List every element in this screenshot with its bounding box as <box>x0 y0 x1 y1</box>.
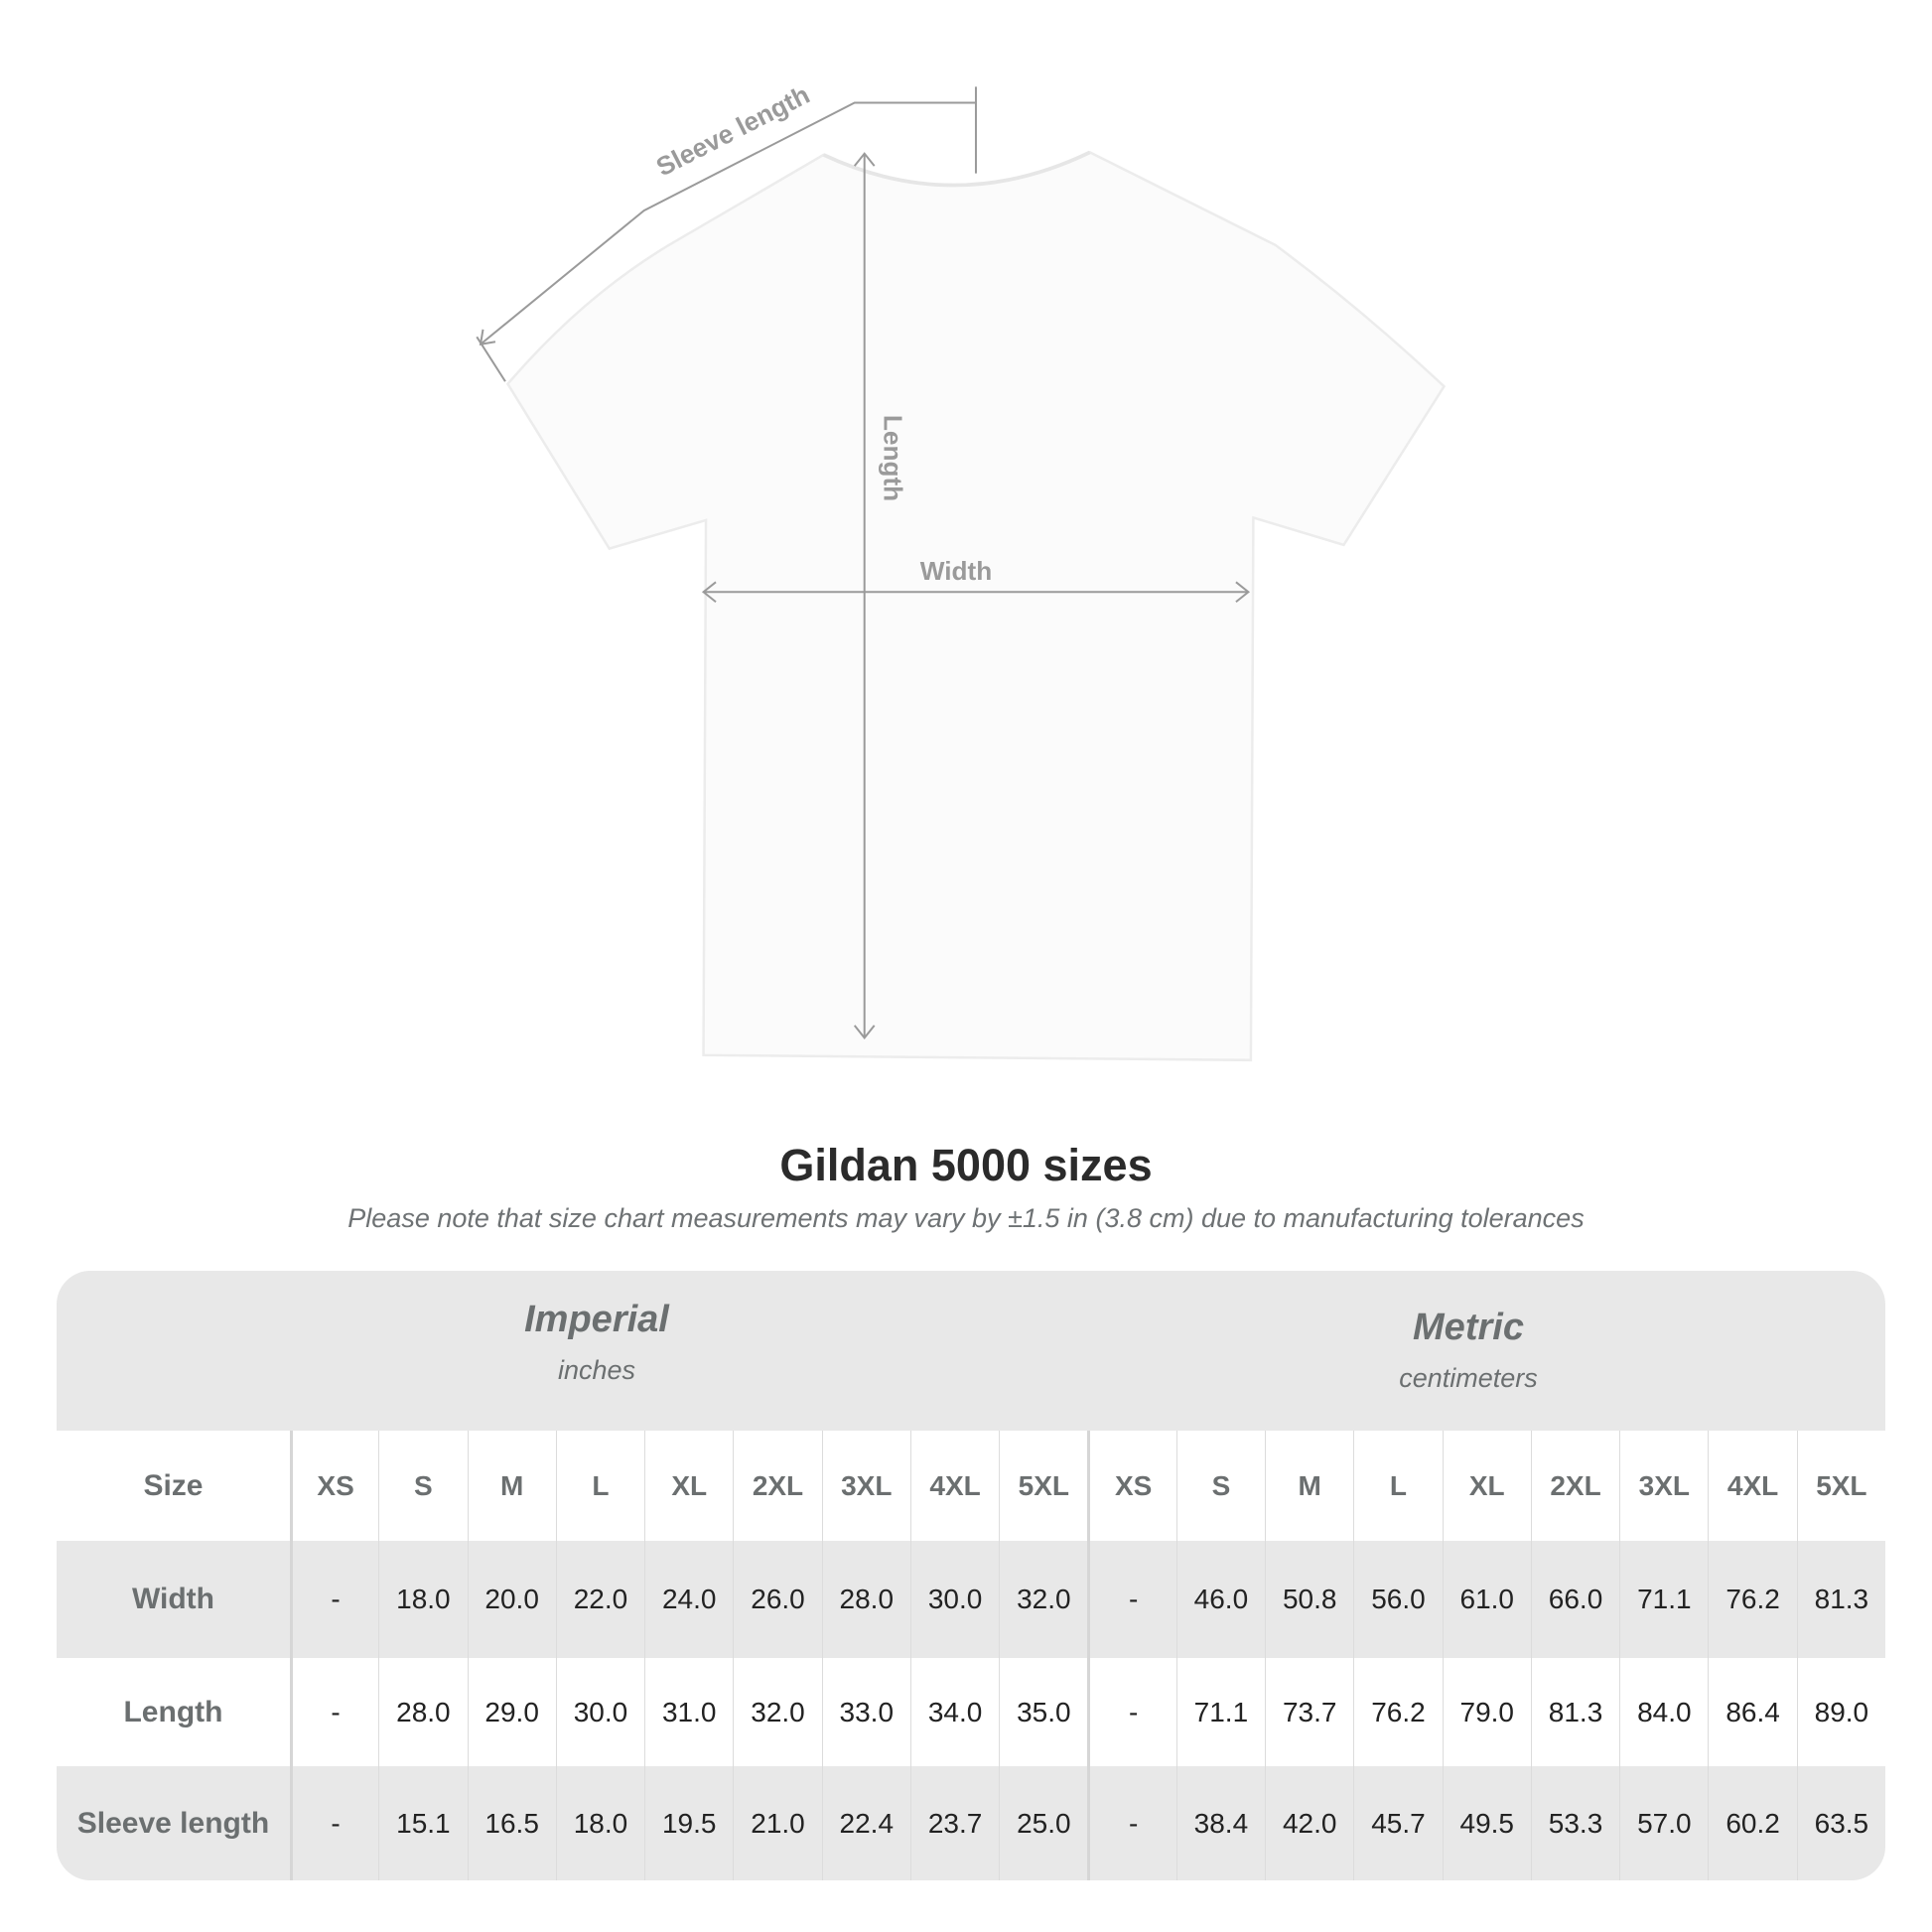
value-cell: 16.5 <box>467 1766 556 1880</box>
size-header-cell: 5XL <box>1796 1431 1885 1541</box>
value-cell: 71.1 <box>1619 1541 1708 1658</box>
value-cell: 23.7 <box>909 1766 999 1880</box>
value-cell: 32.0 <box>999 1541 1087 1658</box>
row-label: Sleeve length <box>76 1806 270 1840</box>
value-cell: 24.0 <box>644 1541 733 1658</box>
value-cell: 30.0 <box>909 1541 999 1658</box>
value-cell: 34.0 <box>909 1658 999 1766</box>
table-row: Width -18.0 20.0 22.0 24.0 26.0 28.0 30.0 32.0-4… <box>57 1541 1885 1658</box>
value-cell: 38.4 <box>1175 1766 1265 1880</box>
value-cell: 30.0 <box>555 1658 644 1766</box>
collar <box>822 150 1091 188</box>
imperial-unit: inches <box>557 1355 636 1385</box>
value-cell: 81.3 <box>1796 1541 1885 1658</box>
value-cell: 49.5 <box>1442 1766 1531 1880</box>
value-cell: 21.0 <box>733 1766 821 1880</box>
size-header-cell: S <box>1175 1431 1265 1541</box>
table-row: Length -28.0 29.0 30.0 31.0 32.0 33.0 34.0 35.0-… <box>57 1658 1885 1766</box>
value-cell: 26.0 <box>733 1541 821 1658</box>
width-arrows <box>701 581 1251 604</box>
table-row: Sleeve length -15.1 16.5 18.0 19.5 21.0 22.4 23… <box>57 1766 1885 1880</box>
length-label: Length <box>879 415 908 501</box>
value-cell: 76.2 <box>1708 1541 1796 1658</box>
value-cell: 81.3 <box>1530 1658 1619 1766</box>
size-header-cell: XS <box>1087 1431 1175 1541</box>
value-cell: - <box>289 1658 378 1766</box>
value-cell: 28.0 <box>821 1541 910 1658</box>
value-cell: 57.0 <box>1619 1766 1708 1880</box>
imperial-header: Imperial inches <box>348 1299 845 1386</box>
row-label: Width <box>131 1583 214 1615</box>
size-header-cell: 4XL <box>1708 1431 1796 1541</box>
size-header-cell: 5XL <box>999 1431 1087 1541</box>
size-table: Imperial inches Metric centimeters Size X… <box>57 1271 1885 1880</box>
value-cell: - <box>1087 1766 1175 1880</box>
value-cell: - <box>1087 1658 1175 1766</box>
value-cell: 79.0 <box>1442 1658 1531 1766</box>
value-cell: 76.2 <box>1353 1658 1442 1766</box>
size-header-cell: 3XL <box>1619 1431 1708 1541</box>
size-header-cell: M <box>467 1431 556 1541</box>
size-header-cell: XL <box>1442 1431 1531 1541</box>
value-cell: 29.0 <box>467 1658 556 1766</box>
value-cell: 46.0 <box>1175 1541 1265 1658</box>
value-cell: 73.7 <box>1265 1658 1353 1766</box>
value-cell: 42.0 <box>1265 1766 1353 1880</box>
sleeve-line <box>480 101 976 345</box>
value-cell: 84.0 <box>1619 1658 1708 1766</box>
length-arrows <box>853 152 876 1039</box>
value-cell: - <box>289 1766 378 1880</box>
value-cell: - <box>1087 1541 1175 1658</box>
size-header-row: Size XS S M L XL 2XL 3XL 4XL 5XL XS S M L XL 2XL 3XL 4XL 5… <box>57 1431 1885 1541</box>
size-header-cell: 4XL <box>909 1431 999 1541</box>
value-cell: 28.0 <box>378 1658 467 1766</box>
size-header-cell: S <box>378 1431 467 1541</box>
value-cell: 18.0 <box>555 1766 644 1880</box>
value-cell: 45.7 <box>1353 1766 1442 1880</box>
size-header-cell: XL <box>644 1431 733 1541</box>
size-header-cell: 2XL <box>1530 1431 1619 1541</box>
value-cell: 56.0 <box>1353 1541 1442 1658</box>
value-cell: 18.0 <box>378 1541 467 1658</box>
size-header-cell: 3XL <box>821 1431 910 1541</box>
value-cell: 50.8 <box>1265 1541 1353 1658</box>
value-cell: 25.0 <box>999 1766 1087 1880</box>
row-label: Size <box>143 1468 204 1502</box>
value-cell: 63.5 <box>1796 1766 1885 1880</box>
value-cell: 33.0 <box>821 1658 910 1766</box>
value-cell: 89.0 <box>1796 1658 1885 1766</box>
value-cell: 66.0 <box>1530 1541 1619 1658</box>
value-cell: 20.0 <box>467 1541 556 1658</box>
value-cell: 19.5 <box>644 1766 733 1880</box>
imperial-title: Imperial <box>524 1299 669 1340</box>
value-cell: 71.1 <box>1175 1658 1265 1766</box>
metric-unit: centimeters <box>1399 1363 1538 1393</box>
size-header-cell: L <box>555 1431 644 1541</box>
sleeve-length-label: Sleeve length <box>651 79 814 182</box>
sleeve-start-tick <box>476 336 506 382</box>
size-header-cell: M <box>1265 1431 1353 1541</box>
tshirt-shape <box>505 151 1447 1062</box>
value-cell: 61.0 <box>1442 1541 1531 1658</box>
width-label: Width <box>920 556 992 586</box>
metric-header: Metric centimeters <box>1220 1307 1717 1394</box>
value-cell: 35.0 <box>999 1658 1087 1766</box>
page-title: Gildan 5000 sizes <box>779 1140 1153 1190</box>
tolerance-note: Please note that size chart measurements… <box>347 1203 1585 1233</box>
row-label: Length <box>123 1695 223 1728</box>
value-cell: 22.0 <box>555 1541 644 1658</box>
value-cell: 15.1 <box>378 1766 467 1880</box>
value-cell: 53.3 <box>1530 1766 1619 1880</box>
value-cell: 60.2 <box>1708 1766 1796 1880</box>
value-cell: 31.0 <box>644 1658 733 1766</box>
value-cell: 32.0 <box>733 1658 821 1766</box>
metric-title: Metric <box>1413 1307 1524 1348</box>
value-cell: 86.4 <box>1708 1658 1796 1766</box>
size-header-cell: XS <box>289 1431 378 1541</box>
size-header-cell: L <box>1353 1431 1442 1541</box>
value-cell: - <box>289 1541 378 1658</box>
size-header-cell: 2XL <box>733 1431 821 1541</box>
value-cell: 22.4 <box>821 1766 910 1880</box>
